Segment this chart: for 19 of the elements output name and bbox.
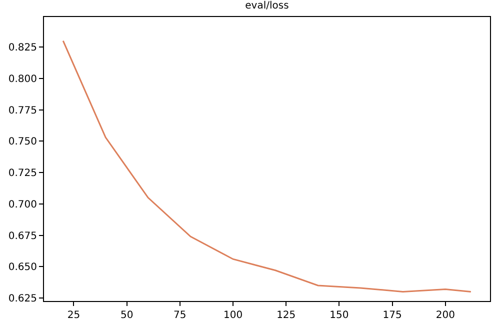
x-tick-label: 200 (436, 310, 455, 321)
x-tick-label: 100 (223, 310, 243, 321)
y-tick-label: 0.650 (8, 262, 37, 274)
y-tick-label: 0.800 (8, 74, 37, 85)
y-tick-label: 0.625 (8, 293, 37, 304)
x-tick-label: 175 (382, 310, 402, 321)
chart-title: eval/loss (245, 0, 289, 12)
y-tick-label: 0.725 (8, 168, 37, 180)
x-tick-label: 25 (67, 310, 80, 321)
y-tick-label: 0.700 (8, 199, 37, 210)
x-tick-label: 125 (276, 310, 296, 321)
y-tick-label: 0.775 (8, 105, 37, 116)
line-series (62, 40, 472, 292)
y-tick-label: 0.825 (8, 42, 37, 54)
y-tick-label: 0.750 (8, 136, 37, 148)
x-tick-label: 75 (174, 310, 186, 321)
x-tick-label: 150 (330, 310, 349, 321)
y-tick-label: 0.675 (8, 230, 37, 242)
x-tick-label: 50 (120, 310, 134, 321)
